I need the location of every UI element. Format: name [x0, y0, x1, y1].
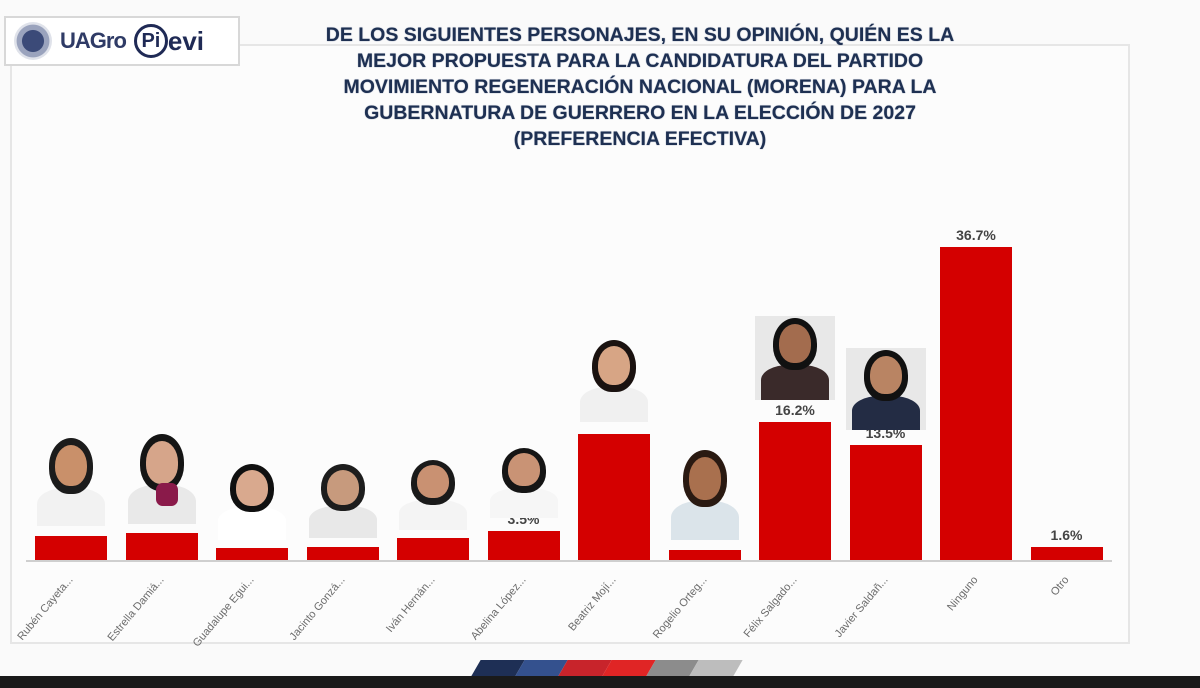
bar — [397, 538, 469, 561]
candidate-photo — [574, 338, 654, 422]
bar-value-label: 1.6% — [1050, 527, 1083, 543]
title-line: (PREFERENCIA EFECTIVA) — [513, 128, 767, 150]
title-line: MOVIMIENTO REGENERACIÓN NACIONAL (MORENA… — [343, 76, 937, 98]
title-line: MEJOR PROPUESTA PARA LA CANDIDATURA DEL … — [356, 50, 924, 72]
candidate-photo — [303, 462, 383, 538]
title-line: GUBERNATURA DE GUERRERO EN LA ELECCIÓN D… — [364, 102, 916, 124]
candidate-photo — [845, 348, 926, 430]
candidate-photo — [122, 432, 202, 524]
candidate-photo — [755, 316, 835, 400]
footer-color-strip — [471, 660, 743, 676]
bar — [849, 445, 922, 561]
candidate-photo — [665, 448, 745, 540]
title-line: DE LOS SIGUIENTES PERSONAJES, EN SU OPIN… — [325, 24, 955, 46]
bar — [578, 434, 650, 561]
bar — [940, 247, 1012, 561]
uagro-logo: UAGro — [60, 28, 127, 53]
bar-value-label: 16.2% — [775, 402, 815, 418]
bar — [306, 547, 379, 561]
bar — [125, 533, 198, 561]
x-axis-line — [26, 560, 1112, 562]
bar — [668, 550, 741, 561]
pievi-logo: Pi evi — [133, 24, 204, 58]
bar — [1030, 547, 1103, 561]
pievi-circle-icon: Pi — [133, 24, 168, 58]
candidate-photo — [484, 446, 564, 518]
bar — [216, 548, 288, 561]
strip-segment — [689, 660, 743, 676]
screen-bottom-bar — [0, 676, 1200, 688]
bar — [759, 422, 831, 561]
bar — [35, 536, 107, 561]
logo-banner: UAGro Pi evi — [4, 16, 240, 66]
candidate-photo — [212, 462, 292, 540]
candidate-photo — [393, 458, 473, 530]
bar — [487, 531, 560, 561]
bar-value-label: 36.7% — [956, 227, 996, 243]
chart-title: DE LOS SIGUIENTES PERSONAJES, EN SU OPIN… — [270, 22, 1010, 152]
university-seal-icon — [14, 22, 52, 60]
candidate-photo — [31, 436, 111, 526]
